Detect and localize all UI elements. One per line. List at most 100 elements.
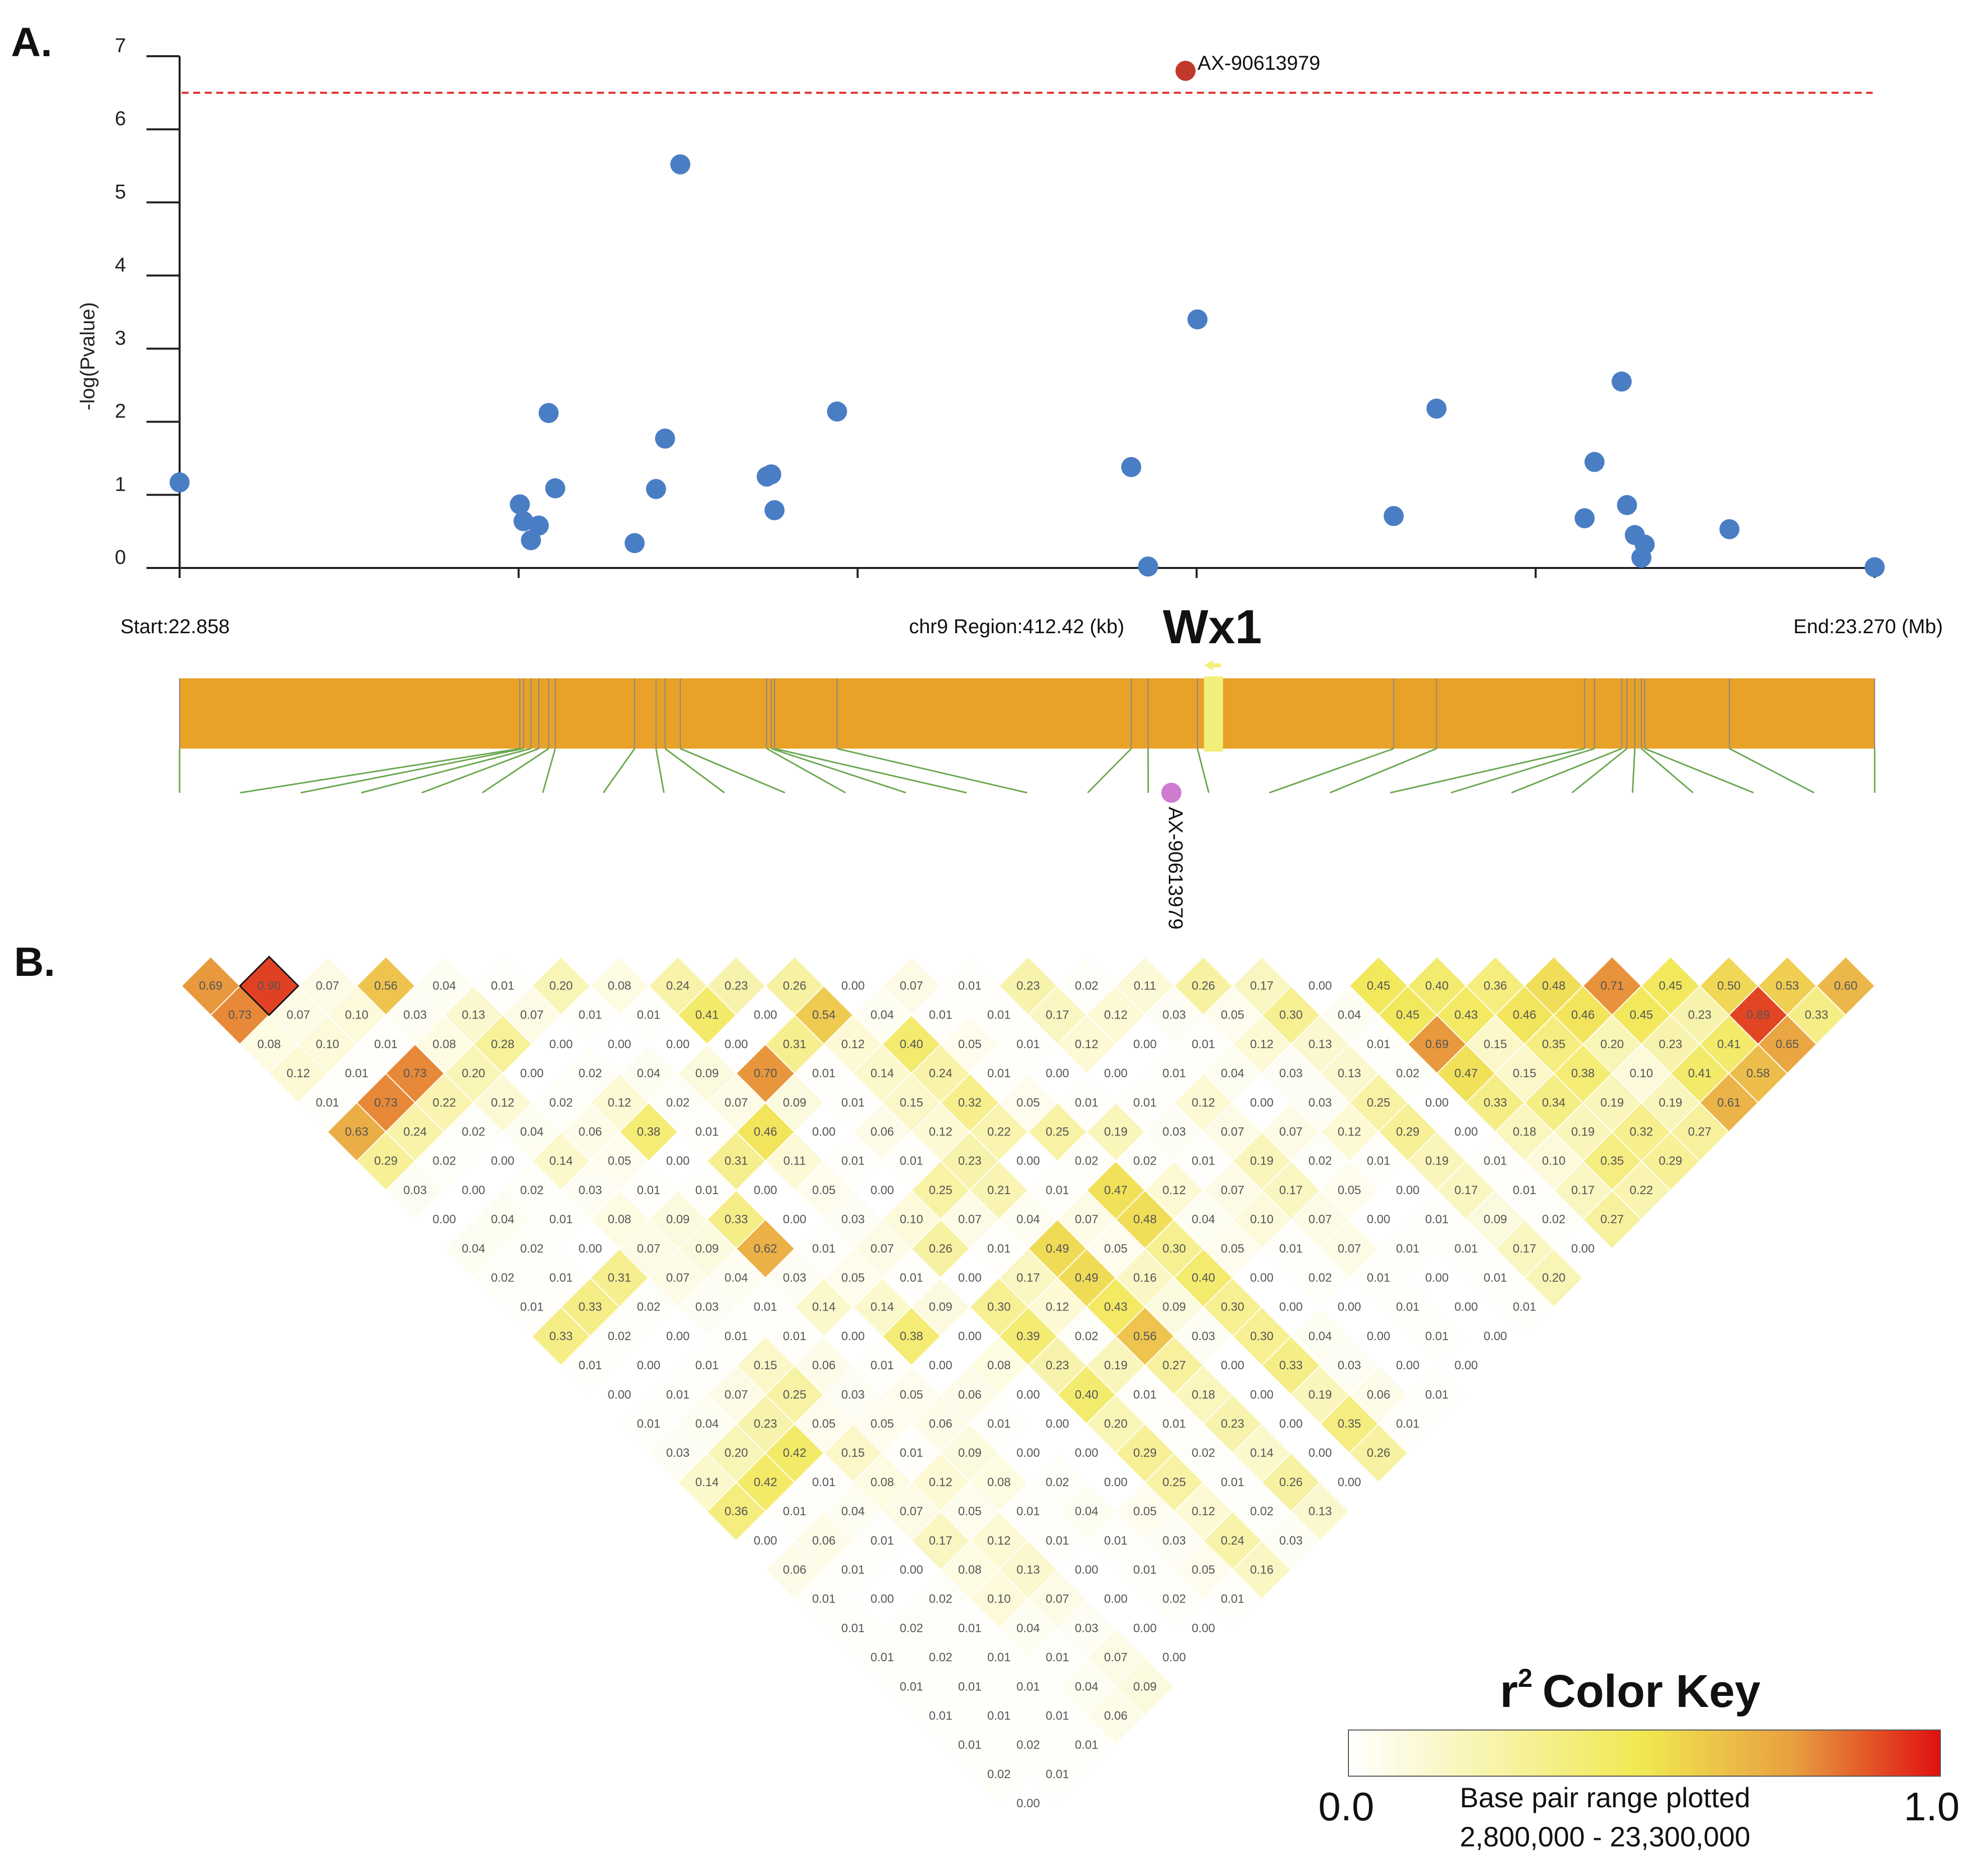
snp-connector-line <box>1571 748 1628 794</box>
ld-cell-value: 0.38 <box>1571 1067 1595 1080</box>
ld-cell-value: 0.12 <box>1104 1008 1128 1022</box>
ld-cell-value: 0.07 <box>1279 1125 1303 1139</box>
ld-cell-value: 0.12 <box>1191 1505 1215 1518</box>
ld-cell-value: 0.01 <box>870 1359 894 1372</box>
r2-color-key: r2 Color Key 0.0 1.0 Base pair range plot… <box>1318 1664 1959 1852</box>
ld-cell-value: 0.09 <box>695 1067 719 1080</box>
y-tick-label: 4 <box>115 254 126 276</box>
ld-cell-value: 0.02 <box>432 1155 456 1168</box>
ld-cell-value: 0.01 <box>1045 1184 1069 1197</box>
ld-cell-value: 0.25 <box>1162 1476 1186 1489</box>
ld-cell-value: 0.04 <box>1308 1330 1332 1343</box>
ld-cell-value: 0.01 <box>812 1476 836 1489</box>
ld-cell-value: 0.35 <box>1337 1417 1361 1431</box>
ld-cell-value: 0.15 <box>899 1096 923 1109</box>
snp-connector-line <box>771 748 906 794</box>
snp-connector-line <box>1641 748 1694 794</box>
ld-cell-value: 0.15 <box>1483 1038 1507 1051</box>
ld-cell-value: 0.02 <box>491 1271 515 1285</box>
color-key-range-value: 2,800,000 - 23,300,000 <box>1460 1821 1750 1852</box>
significant-snp-marker <box>1161 783 1181 803</box>
ld-cell-value: 0.00 <box>1367 1330 1391 1343</box>
ld-cell-value: 0.00 <box>666 1330 690 1343</box>
ld-cell-value: 0.69 <box>199 979 223 993</box>
ld-cell-value: 0.08 <box>257 1038 281 1051</box>
snp-connector-line <box>1729 748 1815 794</box>
ld-cell-value: 0.05 <box>1191 1563 1215 1577</box>
ld-cell-value: 0.04 <box>637 1067 661 1080</box>
ld-cell-value: 0.09 <box>958 1447 982 1460</box>
ld-cell-value: 0.46 <box>1513 1008 1537 1022</box>
gene-direction-shaft <box>1213 663 1221 667</box>
snp-connector-line <box>1511 748 1622 794</box>
ld-cell-value: 0.25 <box>1045 1125 1069 1139</box>
ld-cell-value: 0.14 <box>812 1301 836 1314</box>
ld-cell-value: 0.03 <box>1279 1534 1303 1547</box>
snp-point <box>1611 371 1632 392</box>
ld-cell-value: 0.01 <box>1367 1038 1391 1051</box>
ld-cell-value: 0.45 <box>1396 1008 1420 1022</box>
ld-cell-value: 0.03 <box>1162 1008 1186 1022</box>
ld-cell-value: 0.10 <box>1250 1213 1274 1226</box>
ld-cell-value: 0.00 <box>1133 1622 1157 1635</box>
ld-cell-value: 0.07 <box>1045 1593 1069 1606</box>
ld-cell-value: 0.00 <box>929 1359 953 1372</box>
ld-cell-value: 0.01 <box>549 1213 573 1226</box>
ld-cell-value: 0.30 <box>1250 1330 1274 1343</box>
ld-cell-value: 0.01 <box>1454 1242 1478 1255</box>
snp-connector-line <box>1196 748 1209 793</box>
ld-cell-value: 0.46 <box>1571 1008 1595 1022</box>
ld-cell-value: 0.03 <box>403 1008 427 1022</box>
ld-cell-value: 0.00 <box>520 1067 544 1080</box>
ld-cell-value: 0.47 <box>1454 1067 1478 1080</box>
ld-cell-value: 0.04 <box>1016 1213 1040 1226</box>
ld-cell-value: 0.14 <box>1250 1447 1274 1460</box>
ld-cell-value: 0.12 <box>1191 1096 1215 1109</box>
ld-cell-value: 0.00 <box>1308 979 1332 993</box>
snp-point <box>1584 452 1605 472</box>
region-bar <box>180 678 1875 749</box>
ld-cell-value: 0.01 <box>987 1067 1011 1080</box>
ld-cell-value: 0.01 <box>316 1096 339 1109</box>
ld-cell-value: 0.00 <box>1367 1213 1391 1226</box>
snp-point <box>1617 495 1637 515</box>
ld-cell-value: 0.02 <box>666 1096 690 1109</box>
ld-cell-value: 0.63 <box>345 1125 369 1139</box>
ld-cell-value: 0.03 <box>1191 1330 1215 1343</box>
ld-cell-value: 0.07 <box>724 1096 748 1109</box>
snp-connector-line <box>1329 748 1437 794</box>
ld-cell-value: 0.02 <box>608 1330 631 1343</box>
ld-cell-value: 0.20 <box>1600 1038 1624 1051</box>
ld-cell-value: 0.03 <box>695 1301 719 1314</box>
y-tick-label: 7 <box>115 35 126 57</box>
snp-point <box>170 472 190 493</box>
ld-cell-value: 0.12 <box>608 1096 631 1109</box>
ld-cell-value: 0.06 <box>1367 1388 1391 1401</box>
ld-cell-value: 0.00 <box>578 1242 602 1255</box>
ld-cell-value: 0.02 <box>1191 1447 1215 1460</box>
region-start-label: Start:22.858 <box>120 616 230 638</box>
ld-cell-value: 0.09 <box>695 1242 719 1255</box>
ld-cell-value: 0.12 <box>286 1067 310 1080</box>
ld-cell-value: 0.02 <box>520 1242 544 1255</box>
snp-point <box>1138 556 1158 577</box>
snp-connector-line <box>1269 748 1394 794</box>
ld-cell-value: 0.02 <box>520 1184 544 1197</box>
ld-cell-value: 0.28 <box>491 1038 515 1051</box>
ld-cell-value: 0.00 <box>1045 1417 1069 1431</box>
ld-cell-value: 0.00 <box>870 1184 894 1197</box>
ld-cell-value: 0.07 <box>637 1242 661 1255</box>
ld-cell-value: 0.10 <box>345 1008 369 1022</box>
ld-cell-value: 0.01 <box>783 1330 807 1343</box>
ld-cell-value: 0.02 <box>549 1096 573 1109</box>
ld-cell-value: 0.07 <box>958 1213 982 1226</box>
snp-connector-line <box>1087 748 1132 794</box>
ld-cell-value: 0.01 <box>1191 1038 1215 1051</box>
snp-point <box>646 479 666 499</box>
ld-cell-value: 0.00 <box>958 1330 982 1343</box>
ld-cell-value: 0.09 <box>1133 1680 1157 1693</box>
ld-cell-value: 0.01 <box>812 1242 836 1255</box>
ld-cell-value: 0.30 <box>987 1301 1011 1314</box>
ld-cell-value: 0.25 <box>1367 1096 1391 1109</box>
lead-snp-point <box>1175 61 1196 81</box>
